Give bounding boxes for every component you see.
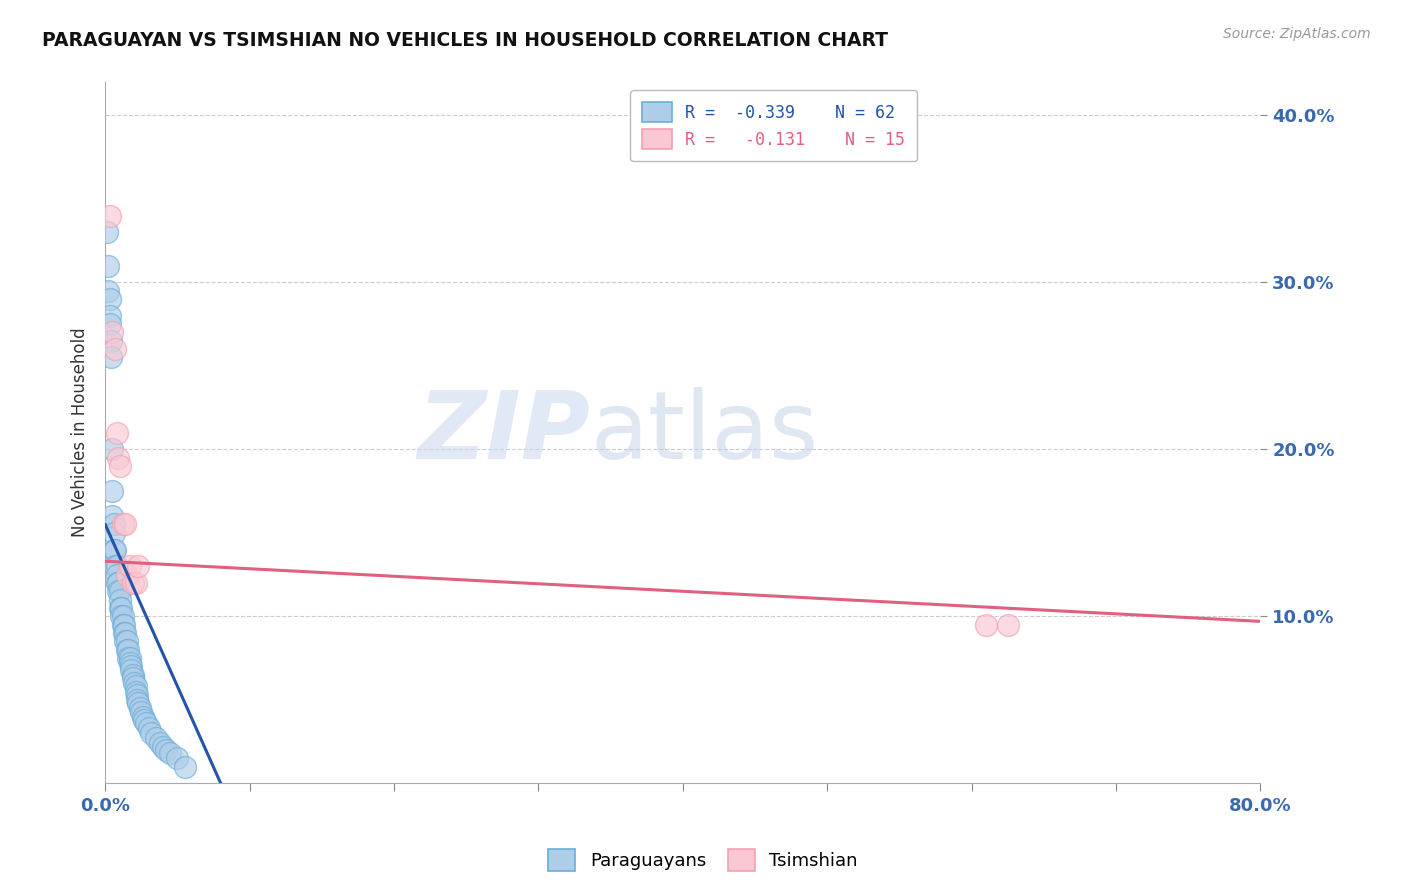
Point <box>127 559 149 574</box>
Point <box>135 716 157 731</box>
Point <box>107 450 129 465</box>
Point <box>115 642 138 657</box>
Point <box>134 713 156 727</box>
Point <box>120 659 142 673</box>
Point <box>96 225 118 239</box>
Point <box>98 309 121 323</box>
Point <box>100 351 122 365</box>
Point <box>108 458 131 473</box>
Point <box>110 609 132 624</box>
Point <box>132 709 155 723</box>
Point <box>115 567 138 582</box>
Point <box>98 317 121 331</box>
Point <box>97 284 120 298</box>
Point <box>103 525 125 540</box>
Point <box>121 668 143 682</box>
Point <box>118 656 141 670</box>
Point <box>101 484 124 499</box>
Point <box>101 326 124 340</box>
Point <box>108 592 131 607</box>
Point <box>114 626 136 640</box>
Point <box>114 517 136 532</box>
Point <box>98 292 121 306</box>
Point <box>108 584 131 599</box>
Point <box>118 559 141 574</box>
Point <box>115 634 138 648</box>
Point <box>107 584 129 599</box>
Point <box>117 651 139 665</box>
Point <box>107 576 129 591</box>
Point <box>124 576 146 591</box>
Point <box>104 342 127 356</box>
Point <box>120 663 142 677</box>
Point <box>104 542 127 557</box>
Point <box>122 676 145 690</box>
Point <box>114 634 136 648</box>
Point <box>159 747 181 761</box>
Point <box>112 617 135 632</box>
Point <box>131 705 153 719</box>
Point <box>103 517 125 532</box>
Point <box>110 601 132 615</box>
Point <box>152 739 174 754</box>
Point <box>100 334 122 348</box>
Point <box>97 259 120 273</box>
Point <box>112 626 135 640</box>
Point <box>101 442 124 457</box>
Point <box>101 509 124 524</box>
Point <box>149 736 172 750</box>
Point <box>173 759 195 773</box>
Point <box>121 576 143 591</box>
Point <box>105 425 128 440</box>
Point <box>155 743 177 757</box>
Point <box>124 684 146 698</box>
Text: Source: ZipAtlas.com: Source: ZipAtlas.com <box>1223 27 1371 41</box>
Point <box>118 651 141 665</box>
Point <box>141 726 163 740</box>
Text: ZIP: ZIP <box>418 386 591 479</box>
Point <box>124 680 146 694</box>
Point <box>138 721 160 735</box>
Point <box>117 642 139 657</box>
Point <box>121 671 143 685</box>
Point <box>974 617 997 632</box>
Point <box>111 609 134 624</box>
Point <box>166 751 188 765</box>
Point <box>105 567 128 582</box>
Point <box>111 517 134 532</box>
Legend: Paraguayans, Tsimshian: Paraguayans, Tsimshian <box>541 842 865 879</box>
Point <box>105 576 128 591</box>
Point <box>103 542 125 557</box>
Point <box>108 601 131 615</box>
Text: atlas: atlas <box>591 386 818 479</box>
Y-axis label: No Vehicles in Household: No Vehicles in Household <box>72 328 89 538</box>
Point <box>104 559 127 574</box>
Point <box>997 617 1019 632</box>
Point <box>111 617 134 632</box>
Point <box>145 731 167 746</box>
Point <box>127 696 149 710</box>
Point <box>98 209 121 223</box>
Point <box>125 688 148 702</box>
Point <box>125 693 148 707</box>
Legend: R =  -0.339    N = 62, R =   -0.131    N = 15: R = -0.339 N = 62, R = -0.131 N = 15 <box>630 90 917 161</box>
Point <box>105 559 128 574</box>
Point <box>128 701 150 715</box>
Text: PARAGUAYAN VS TSIMSHIAN NO VEHICLES IN HOUSEHOLD CORRELATION CHART: PARAGUAYAN VS TSIMSHIAN NO VEHICLES IN H… <box>42 31 889 50</box>
